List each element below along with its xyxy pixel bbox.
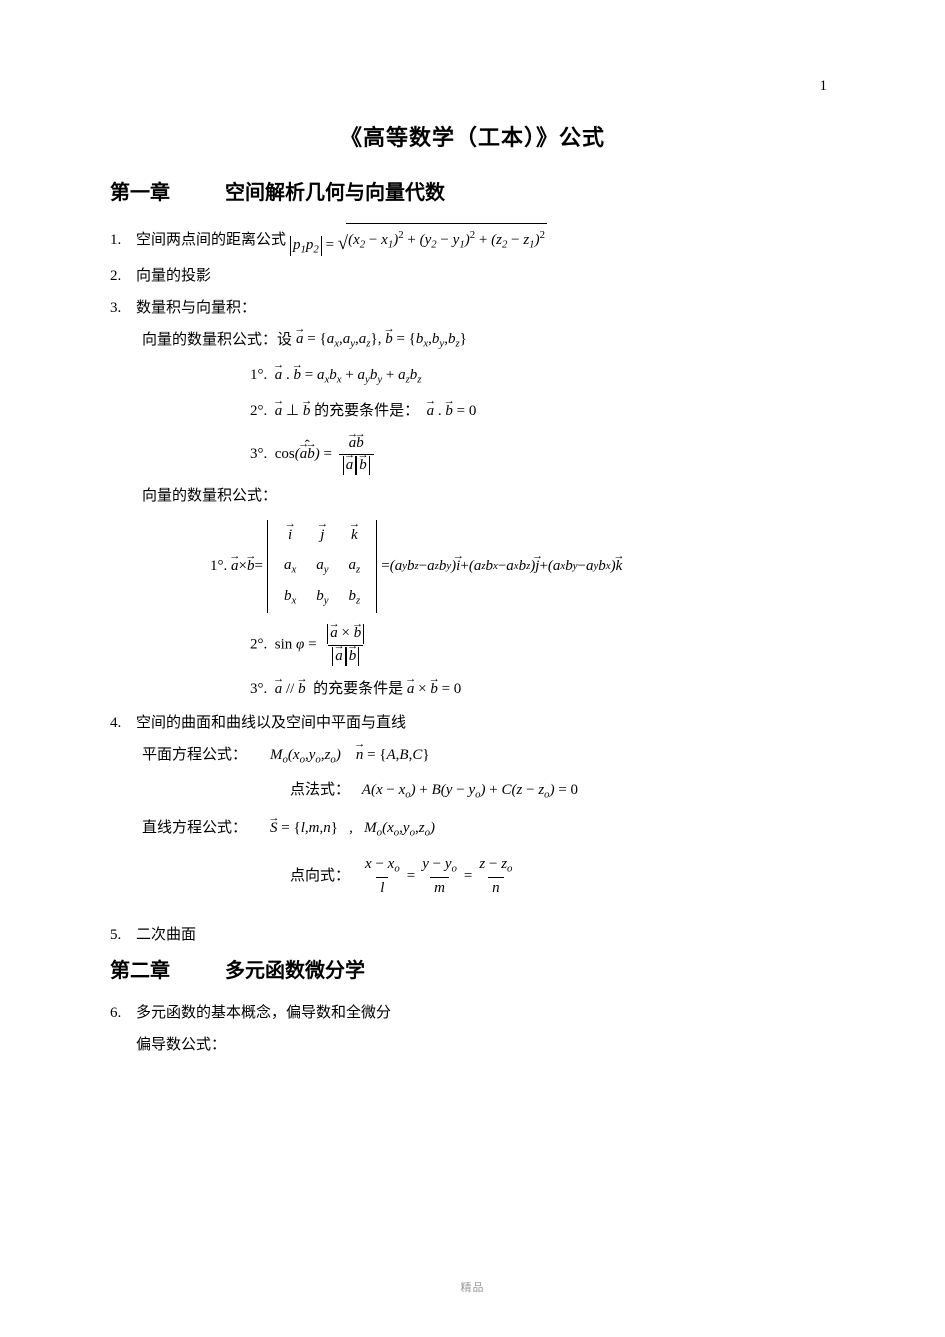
- formula-plane-point: Mo(xo,yo,zo) n = {A,B,C}: [270, 743, 430, 769]
- item-3-cross-label: 向量的数量积公式：: [142, 484, 835, 510]
- item-6-label: 多元函数的基本概念，偏导数和全微分: [136, 1001, 391, 1027]
- formula-vec-set: a = {ax,ay,az}, b = {bx,by,bz}: [296, 327, 467, 353]
- item-2-num: 2.: [110, 264, 136, 290]
- item-1-label: 空间两点间的距离公式: [136, 228, 286, 254]
- plane-label: 平面方程公式：: [142, 743, 247, 769]
- formula-cross-3: 3°. a // b 的充要条件是 a × b = 0: [250, 677, 835, 701]
- item-5-num: 5.: [110, 923, 136, 949]
- item-1: 1. 空间两点间的距离公式 p1p2 = √ (x2 − x1)2 + (y2 …: [110, 223, 835, 258]
- chapter-1-heading: 第一章 空间解析几何与向量代数: [110, 176, 835, 205]
- item-5-label: 二次曲面: [136, 923, 196, 949]
- page-number: 1: [820, 78, 828, 95]
- item-6: 6. 多元函数的基本概念，偏导数和全微分: [110, 1001, 835, 1027]
- item-4-label: 空间的曲面和曲线以及空间中平面与直线: [136, 711, 406, 737]
- formula-distance: p1p2 = √ (x2 − x1)2 + (y2 − y1)2 + (z2 −…: [290, 223, 547, 258]
- item-4-plane: 平面方程公式： Mo(xo,yo,zo) n = {A,B,C}: [142, 743, 835, 769]
- determinant: ijk axayaz bxbybz: [267, 520, 377, 613]
- item-6b-label: 偏导数公式：: [136, 1033, 226, 1059]
- item-6-num: 6.: [110, 1001, 136, 1027]
- item-3b-text: 向量的数量积公式：: [142, 484, 277, 510]
- item-4-num: 4.: [110, 711, 136, 737]
- item-6b: 偏导数公式：: [136, 1033, 835, 1059]
- formula-dot-3: 3°. cos(ab) = ab ab: [250, 433, 835, 476]
- item-2: 2. 向量的投影: [110, 264, 835, 290]
- formula-cross-2: 2°. sin φ = a × b ab: [250, 623, 835, 667]
- document-title: 《高等数学（工本）》公式: [110, 120, 835, 152]
- item-5: 5. 二次曲面: [110, 923, 835, 949]
- item-4-line: 直线方程公式： S = {l,m,n} , Mo(xo,yo,zo): [142, 816, 835, 842]
- line-label: 直线方程公式：: [142, 816, 247, 842]
- formula-line-pointdir: 点向式： x − xol = y − yom = z − zon: [290, 854, 835, 899]
- item-4: 4. 空间的曲面和曲线以及空间中平面与直线: [110, 711, 835, 737]
- chapter-2-num: 第二章: [110, 954, 220, 983]
- chapter-1-title: 空间解析几何与向量代数: [225, 182, 445, 204]
- formula-line-dir: S = {l,m,n} , Mo(xo,yo,zo): [270, 816, 435, 842]
- item-3: 3. 数量积与向量积：: [110, 296, 835, 322]
- chapter-1-num: 第一章: [110, 176, 220, 205]
- item-3-dot-label: 向量的数量积公式：设 a = {ax,ay,az}, b = {bx,by,bz…: [142, 327, 835, 353]
- chapter-2-title: 多元函数微分学: [225, 960, 365, 982]
- formula-dot-1: 1°. a . b = axbx + ayby + azbz: [250, 363, 835, 389]
- formula-dot-2: 2°. a ⊥ b 的充要条件是： a . b = 0: [250, 399, 835, 423]
- item-2-label: 向量的投影: [136, 264, 211, 290]
- chapter-2-heading: 第二章 多元函数微分学: [110, 954, 835, 983]
- item-3-num: 3.: [110, 296, 136, 322]
- page-footer: 精品: [461, 1279, 485, 1295]
- formula-plane-pointnormal: 点法式： A(x − xo) + B(y − yo) + C(z − zo) =…: [290, 778, 835, 804]
- item-1-num: 1.: [110, 228, 136, 254]
- formula-cross-1: 1°. a × b = ijk axayaz bxbybz = (aybz − …: [210, 520, 835, 613]
- item-3-label: 数量积与向量积：: [136, 296, 256, 322]
- item-3a-text: 向量的数量积公式：设: [142, 328, 292, 354]
